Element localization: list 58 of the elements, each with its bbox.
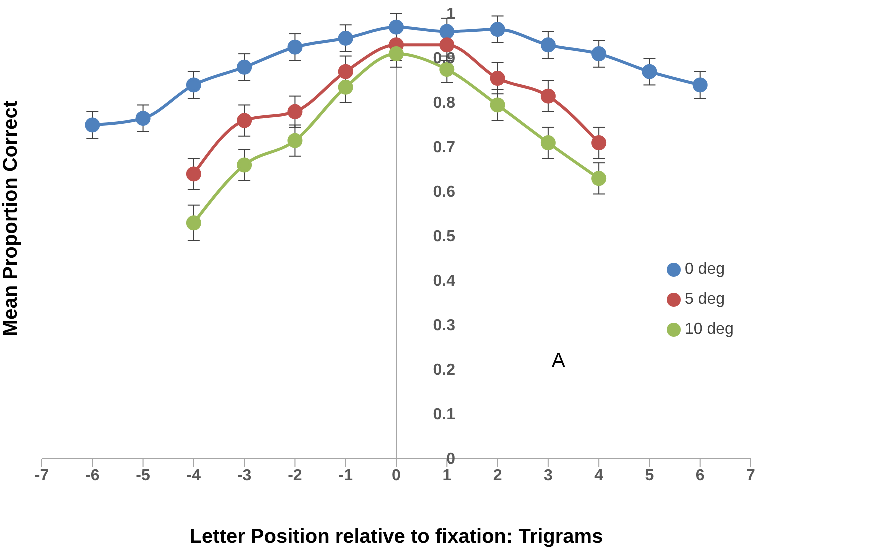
point xyxy=(440,24,455,40)
x-tick-label: 5 xyxy=(645,467,654,484)
x-tick-label: 6 xyxy=(696,467,705,484)
point xyxy=(490,98,506,113)
point xyxy=(237,158,252,173)
point xyxy=(288,40,303,55)
y-tick-label: 0.7 xyxy=(433,140,456,156)
y-axis-title: Mean Proportion Correct xyxy=(0,100,22,336)
point xyxy=(592,171,607,186)
point xyxy=(490,22,506,38)
x-tick-label: 7 xyxy=(746,467,756,484)
point xyxy=(692,78,708,93)
point xyxy=(186,78,202,93)
point xyxy=(592,136,607,151)
x-tick-label: -3 xyxy=(237,467,252,484)
y-tick-label: 0.1 xyxy=(433,406,456,424)
point xyxy=(540,88,556,104)
x-axis-title: Letter Position relative to fixation: Trigrams xyxy=(190,526,604,548)
point xyxy=(186,166,202,182)
point xyxy=(237,60,252,75)
x-tick-label: -6 xyxy=(86,467,100,484)
point xyxy=(642,64,658,80)
point xyxy=(440,38,455,53)
point xyxy=(389,20,404,35)
legend-label: 10 deg xyxy=(685,321,734,338)
x-tick-label: -2 xyxy=(288,467,302,484)
x-tick-label: -7 xyxy=(34,467,50,484)
point xyxy=(338,30,354,46)
x-tick-label: 0 xyxy=(392,467,402,484)
x-tick-label: 4 xyxy=(594,467,604,484)
x-tick-label: 2 xyxy=(493,467,502,484)
y-tick-label: 0 xyxy=(446,451,456,468)
point xyxy=(288,133,303,148)
point xyxy=(136,111,151,126)
legend-label: 0 deg xyxy=(685,261,726,278)
y-tick-label: 0.8 xyxy=(433,95,456,112)
point xyxy=(85,118,100,133)
point xyxy=(237,113,252,128)
x-tick-label: -1 xyxy=(338,467,354,484)
legend-label: 5 deg xyxy=(685,291,726,308)
x-tick-label: -5 xyxy=(136,467,150,484)
x-tick-label: -4 xyxy=(186,467,202,484)
point xyxy=(592,46,607,62)
y-tick-label: 0.6 xyxy=(433,184,456,201)
point xyxy=(186,216,202,231)
point xyxy=(288,104,303,120)
point xyxy=(540,136,556,151)
point xyxy=(490,71,506,86)
point xyxy=(338,64,354,80)
y-tick-label: 0.4 xyxy=(433,273,456,290)
point xyxy=(389,46,404,62)
x-tick-label: 3 xyxy=(544,467,553,484)
y-tick-label: 0.5 xyxy=(433,228,456,246)
y-tick-label: 0.3 xyxy=(433,318,456,334)
annotation: A xyxy=(552,350,566,373)
point xyxy=(540,38,556,53)
point xyxy=(338,80,354,95)
y-tick-label: 0.2 xyxy=(433,362,456,379)
